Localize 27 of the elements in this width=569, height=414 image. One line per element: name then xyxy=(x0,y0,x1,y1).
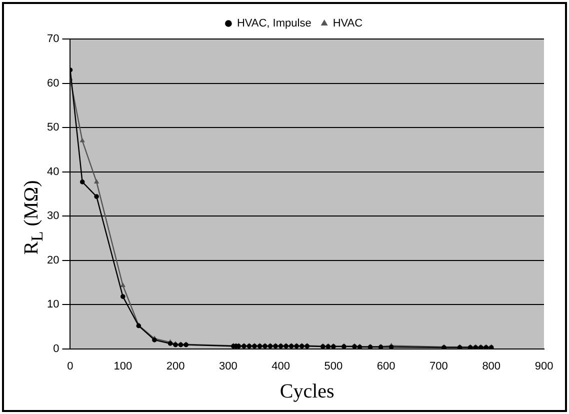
y-tick-label: 40 xyxy=(46,166,60,178)
point xyxy=(94,194,99,199)
x-tick-label: 100 xyxy=(114,360,132,372)
x-tick-label: 700 xyxy=(430,360,448,372)
y-tick-label: 70 xyxy=(46,33,60,46)
x-tick-label: 200 xyxy=(166,360,185,372)
x-tick-label: 500 xyxy=(324,360,343,372)
x-tick-label: 800 xyxy=(482,360,501,372)
y-tick-label: 10 xyxy=(46,298,60,311)
point xyxy=(94,180,99,184)
x-axis-title: Cycles xyxy=(280,380,335,402)
point xyxy=(120,294,126,299)
point xyxy=(120,283,126,288)
x-tick-label: 0 xyxy=(67,360,74,372)
x-tick-label: 600 xyxy=(376,360,396,372)
legend-label: HVAC, Impulse xyxy=(236,18,312,30)
y-tick-label: 0 xyxy=(53,342,60,355)
y-tick-label: 30 xyxy=(46,210,60,222)
x-tick-label: 400 xyxy=(272,360,290,372)
y-tick-label: 50 xyxy=(46,122,60,134)
y-tick-label: 60 xyxy=(46,77,60,90)
legend-label: HVAC xyxy=(332,18,363,30)
point xyxy=(80,138,84,142)
y-tick-label: 20 xyxy=(46,254,60,266)
x-tick-label: 900 xyxy=(534,360,554,372)
point xyxy=(80,180,85,184)
x-tick-label: 300 xyxy=(218,360,238,372)
